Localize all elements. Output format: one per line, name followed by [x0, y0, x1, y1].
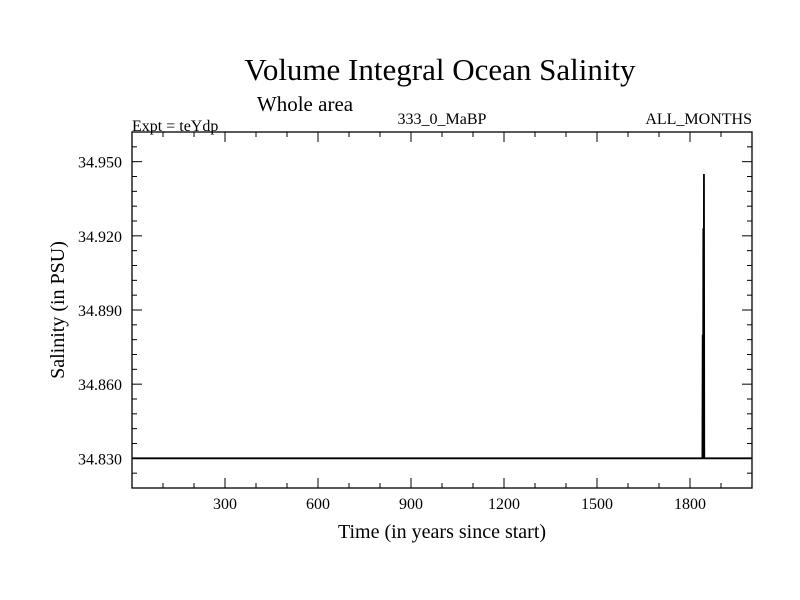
y-tick-label: 34.890 [78, 303, 122, 320]
y-tick-label: 34.830 [78, 451, 122, 468]
y-axis-label: Salinity (in PSU) [47, 241, 69, 379]
x-axis-ticks: 300 600 900 1200 1500 1800 [162, 132, 722, 513]
x-tick-label: 600 [306, 496, 330, 513]
salinity-series-line [132, 174, 752, 460]
plot-series [132, 174, 752, 460]
y-tick-label: 34.950 [78, 155, 122, 172]
x-axis-label: Time (in years since start) [338, 521, 546, 543]
y-tick-label: 34.860 [78, 377, 122, 394]
period-label: 333_0_MaBP [398, 111, 487, 128]
experiment-label: Expt = teYdp [132, 118, 218, 135]
x-tick-label: 300 [213, 496, 237, 513]
x-tick-label: 1800 [674, 496, 706, 513]
months-label: ALL_MONTHS [645, 111, 752, 128]
y-axis-ticks: 34.830 34.860 34.890 34.920 34.950 [78, 146, 752, 474]
chart-subtitle: Whole area [257, 92, 354, 116]
x-tick-label: 1200 [488, 496, 520, 513]
plot-frame [131, 131, 753, 489]
x-tick-label: 900 [399, 496, 423, 513]
chart-title: Volume Integral Ocean Salinity [244, 52, 636, 87]
y-tick-label: 34.920 [78, 229, 122, 246]
x-tick-label: 1500 [581, 496, 613, 513]
